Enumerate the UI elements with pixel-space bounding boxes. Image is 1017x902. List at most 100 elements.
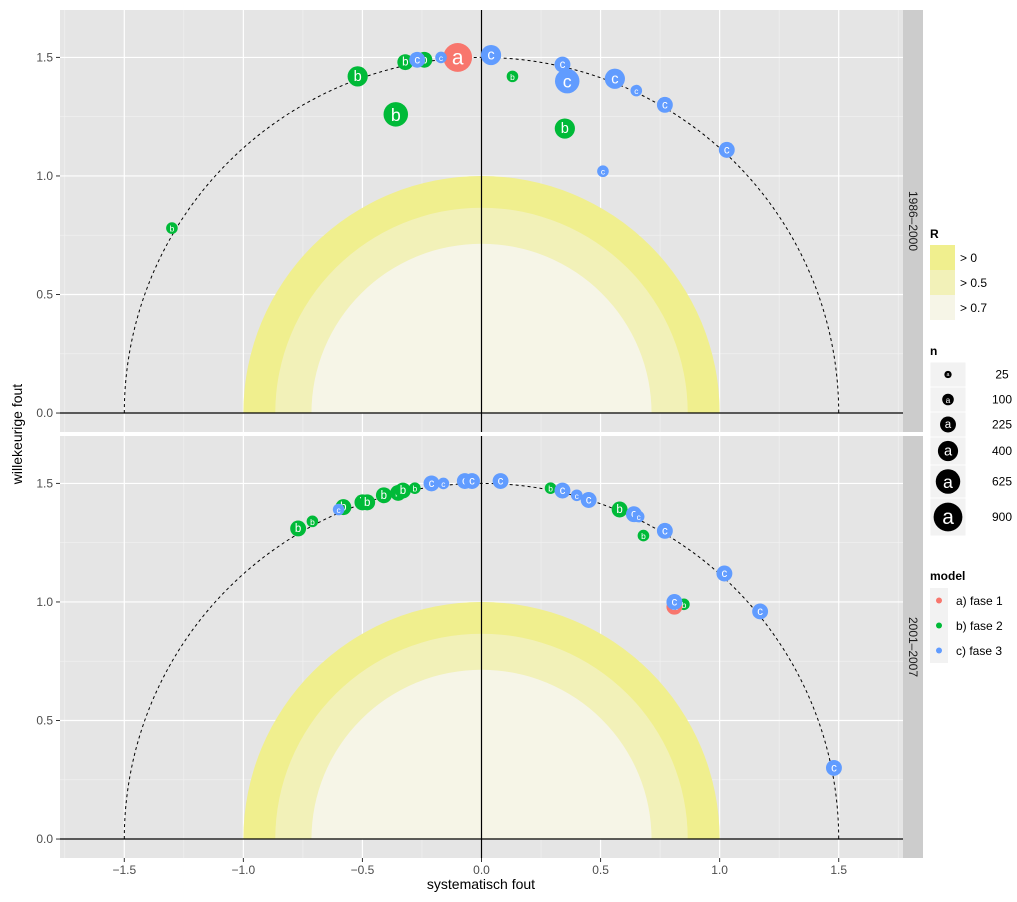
data-point-marker bbox=[306, 515, 319, 528]
legend-r-title: R bbox=[930, 227, 939, 241]
data-point: b bbox=[290, 520, 307, 537]
data-point: b bbox=[375, 487, 392, 504]
data-point-marker bbox=[464, 473, 480, 489]
data-point-marker bbox=[637, 529, 650, 542]
legend-n-key-glyph: a bbox=[947, 372, 950, 378]
y-axis-title: willekeurige fout bbox=[9, 384, 25, 485]
data-point-marker bbox=[716, 565, 733, 582]
data-point-marker bbox=[554, 68, 580, 94]
data-point: b bbox=[506, 70, 519, 83]
data-point-label: c bbox=[487, 48, 494, 64]
data-point-label: c bbox=[498, 476, 504, 488]
data-point-marker bbox=[375, 487, 392, 504]
data-point: c bbox=[554, 482, 571, 499]
data-point-marker bbox=[397, 54, 414, 71]
data-point-marker bbox=[604, 68, 625, 89]
data-point-marker bbox=[554, 118, 575, 139]
x-axis: −1.5 −1.0 −0.5 0.0 0.5 1.0 1.5 bbox=[112, 858, 847, 877]
data-point-marker bbox=[409, 482, 421, 494]
data-point: c bbox=[597, 165, 609, 178]
data-point-label: c bbox=[560, 59, 566, 71]
data-point-label: b bbox=[548, 484, 553, 494]
data-point-marker bbox=[409, 51, 426, 68]
legend-r-key bbox=[930, 245, 955, 270]
data-point-marker bbox=[347, 66, 368, 87]
legend-n-key-glyph: a bbox=[946, 395, 951, 405]
legend-n-label: 625 bbox=[992, 475, 1012, 489]
legend-model-key-dot bbox=[936, 622, 942, 629]
data-point-marker bbox=[290, 520, 307, 537]
x-tick-label: −1.0 bbox=[232, 863, 256, 877]
data-point: c bbox=[718, 141, 735, 158]
data-point-marker bbox=[718, 141, 735, 158]
legend-n-label: 25 bbox=[995, 368, 1009, 382]
data-point-marker bbox=[480, 44, 502, 66]
legend-r-key bbox=[930, 270, 955, 295]
data-point-marker bbox=[632, 510, 645, 523]
data-point: b bbox=[637, 529, 650, 542]
panel-top: abbbbbbbcccccccccc bbox=[60, 10, 903, 432]
data-point-label: c bbox=[601, 167, 605, 177]
x-tick-label: 0.0 bbox=[473, 863, 490, 877]
legend-n-key-marker bbox=[933, 502, 963, 532]
data-point: c bbox=[580, 492, 597, 508]
x-axis-title: systematisch fout bbox=[427, 876, 535, 892]
data-point-marker bbox=[630, 84, 643, 97]
data-point: b bbox=[306, 515, 319, 528]
data-point: c bbox=[332, 503, 345, 516]
legend-n-title: n bbox=[930, 344, 937, 358]
y-axis-bottom: 0.0 0.5 1.0 1.5 bbox=[36, 476, 60, 846]
y-tick-label: 0.0 bbox=[36, 406, 53, 420]
strip-top-background bbox=[903, 10, 923, 432]
data-point-label: b bbox=[381, 490, 387, 502]
x-tick-label: 1.5 bbox=[830, 863, 847, 877]
data-point-marker bbox=[666, 594, 683, 610]
data-point: b bbox=[554, 118, 575, 139]
data-point-label: c bbox=[575, 491, 579, 501]
legend-n: n a 25 a 100 a 225 a 400 a 625 a 900 bbox=[929, 344, 1012, 537]
data-point: c bbox=[656, 96, 673, 113]
y-axis-top: 0.0 0.5 1.0 1.5 bbox=[36, 50, 60, 420]
x-tick-label: 0.5 bbox=[592, 863, 609, 877]
panel-bottom: bbbbbbbbbbbbbacccccccccccccccc bbox=[60, 436, 903, 858]
data-point: c bbox=[825, 759, 842, 776]
data-point: c bbox=[630, 84, 643, 97]
strip-bottom-label: 2001–2007 bbox=[906, 617, 920, 677]
y-tick-label: 1.0 bbox=[36, 595, 53, 609]
data-point-label: b bbox=[510, 72, 515, 82]
data-point: c bbox=[423, 475, 440, 492]
data-point: b bbox=[359, 494, 376, 511]
data-point-label: b bbox=[561, 121, 569, 137]
data-point-marker bbox=[506, 70, 519, 83]
y-tick-label: 0.5 bbox=[36, 287, 53, 301]
data-point-marker bbox=[656, 522, 673, 539]
strip-bottom-background bbox=[903, 436, 923, 858]
legend-n-key-glyph: a bbox=[943, 472, 953, 492]
legend-model-label: a) fase 1 bbox=[956, 594, 1003, 608]
legend-n-key-marker bbox=[940, 416, 956, 433]
data-point-label: c bbox=[724, 144, 730, 156]
data-point-marker bbox=[332, 503, 345, 516]
data-point: c bbox=[716, 565, 733, 582]
strip-bottom: 2001–2007 bbox=[903, 436, 923, 858]
data-point-label: b bbox=[310, 517, 315, 527]
legend-r-label: > 0.7 bbox=[960, 301, 987, 315]
legend-model: model a) fase 1 b) fase 2 c) fase 3 bbox=[930, 569, 1003, 663]
data-point-label: c bbox=[563, 72, 572, 92]
data-point-label: b bbox=[641, 531, 646, 541]
x-tick-label: 1.0 bbox=[711, 863, 728, 877]
data-point-label: b bbox=[616, 504, 622, 516]
legend-n-label: 400 bbox=[992, 444, 1012, 458]
data-point-marker bbox=[570, 489, 583, 502]
data-point: c bbox=[409, 51, 426, 68]
data-point-label: a bbox=[452, 46, 464, 69]
data-point: c bbox=[570, 489, 583, 502]
data-point-label: b bbox=[400, 485, 406, 497]
data-point: c bbox=[554, 68, 580, 94]
data-point-marker bbox=[544, 482, 557, 494]
data-point-label: c bbox=[672, 596, 678, 608]
data-point-marker bbox=[394, 482, 411, 499]
data-point: b bbox=[397, 54, 414, 71]
legend-n-key-marker bbox=[937, 440, 959, 462]
